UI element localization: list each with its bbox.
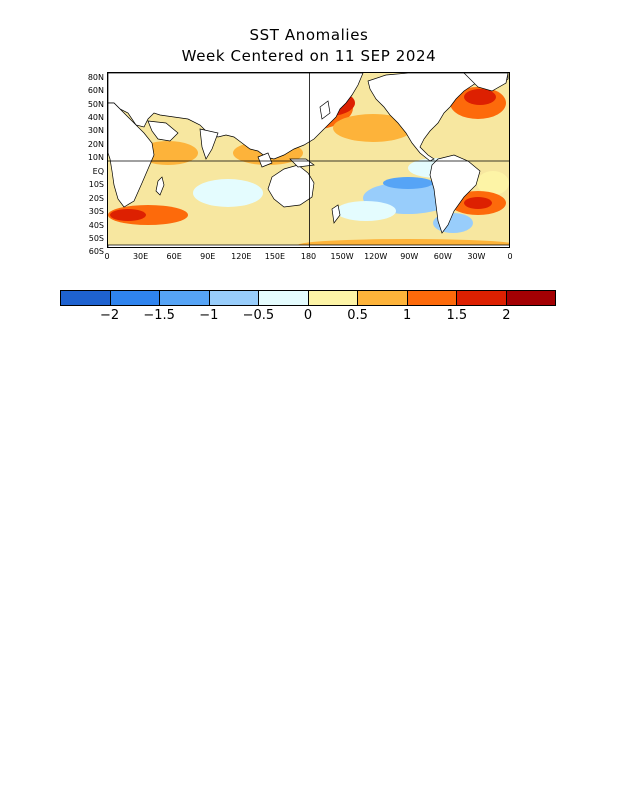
land-india [199, 128, 219, 160]
land-south-america [429, 154, 481, 234]
colorbar-tick-label: 2 [502, 308, 511, 323]
colorbar-swatch [407, 291, 457, 305]
land-arabia [147, 120, 179, 142]
colorbar-tick-label: −0.5 [242, 308, 275, 323]
lat-label: 80N [87, 73, 104, 82]
colorbar-swatch [358, 291, 408, 305]
anomaly-neutral-south-pacific [336, 201, 396, 221]
sst-anomaly-map [107, 72, 510, 248]
land-eurasia [108, 73, 364, 160]
lon-label: 0 [104, 252, 110, 261]
colorbar-tick-label: −1.5 [143, 308, 175, 323]
lon-label: 180 [300, 252, 317, 261]
lon-label: 90W [400, 252, 419, 261]
colorbar-tick-label: 0 [303, 308, 313, 323]
anomaly-neutral-indian [193, 179, 263, 207]
colorbar-tick-label: 1.5 [446, 308, 468, 323]
colorbar-tick-label: −2 [100, 308, 120, 323]
colorbar-swatch [110, 291, 160, 305]
land-madagascar [155, 176, 165, 196]
colorbar-swatch [506, 291, 555, 305]
colorbar-swatch [308, 291, 358, 305]
lat-label: 30S [88, 207, 104, 216]
lat-label: 20S [88, 194, 104, 203]
colorbar [60, 290, 556, 306]
land-japan [319, 100, 331, 120]
lon-label: 30E [132, 252, 149, 261]
anomaly-warm-ne-pacific [333, 114, 413, 142]
title-line-2: Week Centered on 11 SEP 2024 [181, 47, 437, 65]
lat-label: 20N [87, 140, 104, 149]
anomaly-hot-n-atlantic [464, 89, 496, 105]
lat-label: 40N [87, 113, 104, 122]
anomaly-cool-band [383, 177, 433, 189]
lat-label: 10N [87, 153, 104, 162]
lat-label: 60N [87, 86, 104, 95]
lon-label: 150W [330, 252, 354, 261]
land-antarctica [108, 244, 509, 247]
colorbar-swatch [209, 291, 259, 305]
lat-label: 50S [88, 234, 104, 243]
land-new-guinea [289, 158, 315, 168]
land-new-zealand [331, 204, 341, 224]
colorbar-tick-label: −1 [199, 308, 219, 323]
land-australia [267, 164, 315, 208]
colorbar-tick-label: 1 [403, 308, 412, 323]
colorbar-swatch [457, 291, 507, 305]
title-line-1: SST Anomalies [249, 26, 369, 44]
lon-label: 150E [264, 252, 286, 261]
lon-label: 120W [364, 252, 388, 261]
lon-label: 60E [166, 252, 182, 261]
land-masses [108, 73, 509, 247]
land-greenland [463, 73, 509, 92]
colorbar-swatch [61, 291, 111, 305]
land-africa [108, 102, 155, 208]
lat-label: 40S [88, 221, 104, 230]
lat-label: 10S [88, 180, 104, 189]
anomaly-weak-south-atlantic [477, 171, 509, 195]
lat-label: 60S [88, 247, 104, 256]
map-canvas [108, 73, 509, 247]
anomaly-hot-s-indian [110, 209, 146, 221]
lon-label: 60W [433, 252, 452, 261]
anomaly-hot-sw-atlantic [464, 197, 492, 209]
lon-label: 120E [231, 252, 252, 261]
lat-label: EQ [92, 167, 104, 176]
colorbar-swatch [259, 291, 309, 305]
lon-label: 90E [200, 252, 216, 261]
lon-label: 0 [507, 252, 513, 261]
lon-label: 30W [467, 252, 486, 261]
colorbar-swatch [160, 291, 210, 305]
lat-label: 30N [87, 126, 104, 135]
lat-label: 50N [87, 100, 104, 109]
colorbar-tick-label: 0.5 [347, 308, 368, 323]
land-borneo [257, 152, 273, 168]
